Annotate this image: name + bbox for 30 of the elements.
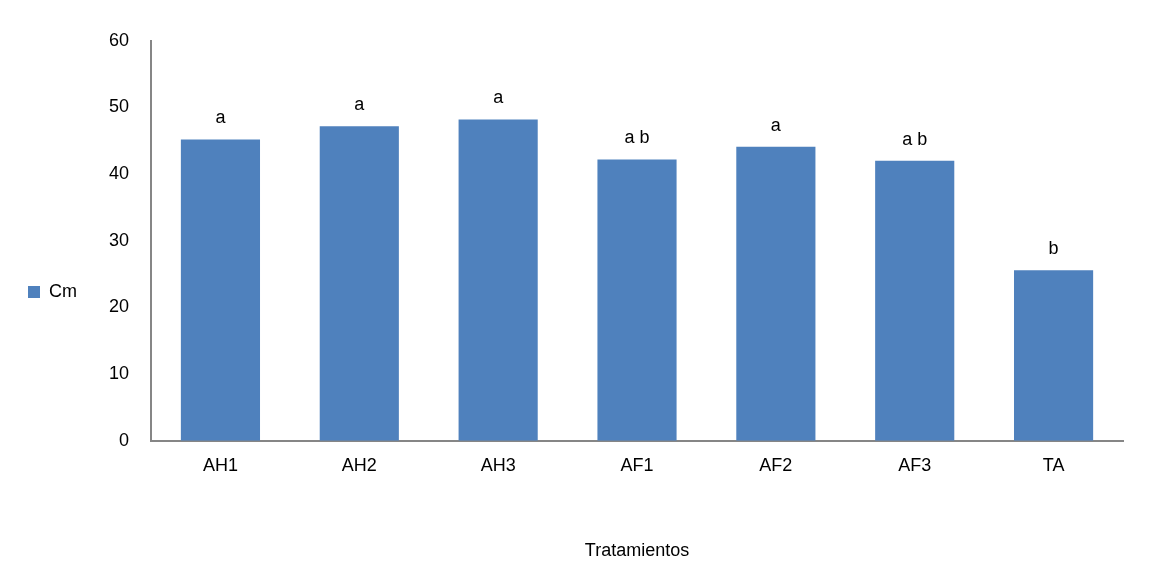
x-tick-label: AF1: [620, 454, 654, 475]
bar: [180, 139, 261, 441]
y-tick-label: 60: [108, 29, 130, 50]
annotation: a: [770, 114, 782, 135]
bar: [875, 160, 955, 441]
bar: [736, 146, 816, 441]
y-tick-label: 30: [108, 229, 130, 250]
bar: [597, 159, 677, 441]
bar: [319, 126, 399, 441]
y-tick-label: 50: [108, 96, 130, 117]
x-tick-label: AH2: [341, 454, 377, 475]
annotation: a b: [902, 128, 928, 149]
bar: [458, 119, 538, 441]
annotation: a: [493, 87, 505, 108]
x-tick-label: AH1: [202, 454, 238, 475]
x-tick-label: AH3: [480, 454, 516, 475]
x-tick-label: AF3: [898, 454, 932, 475]
annotation: a: [215, 107, 227, 128]
y-tick-label: 0: [119, 429, 130, 450]
legend-label: Cm: [49, 280, 77, 301]
annotation: a: [354, 94, 366, 115]
x-tick-label: TA: [1042, 454, 1065, 475]
y-tick-label: 20: [108, 296, 130, 317]
y-tick-label: 10: [108, 363, 130, 384]
bar: [1014, 270, 1094, 441]
annotation: b: [1048, 238, 1059, 259]
x-axis-title: Tratamientos: [584, 540, 690, 561]
y-tick-label: 40: [108, 163, 130, 184]
x-tick-label: AF2: [759, 454, 793, 475]
annotation: a b: [624, 127, 650, 148]
